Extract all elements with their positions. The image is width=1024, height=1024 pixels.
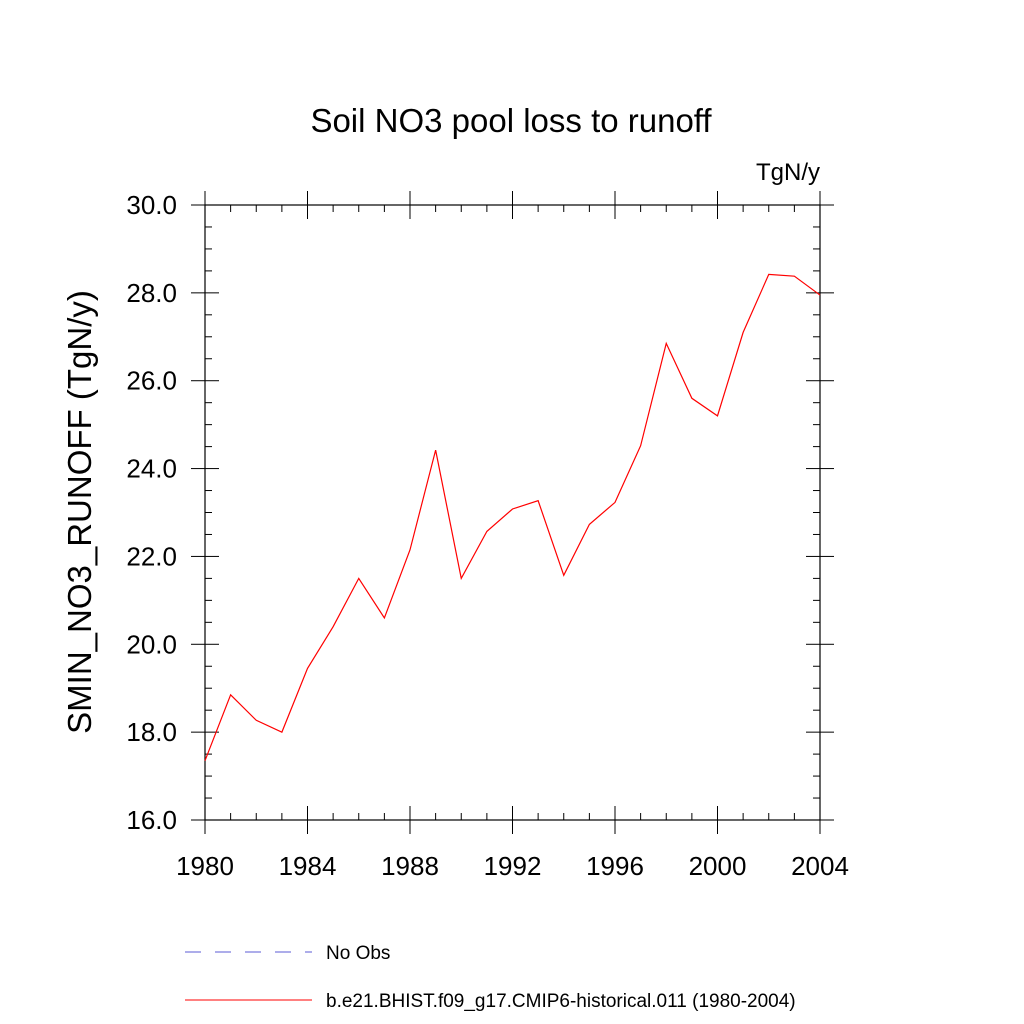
data-point [793,275,795,277]
data-point [204,759,206,761]
x-tick-label: 1988 [381,851,439,881]
x-tick-label: 2000 [689,851,747,881]
data-point [716,415,718,417]
y-tick-label: 30.0 [126,190,177,220]
data-point [229,694,231,696]
y-tick-label: 26.0 [126,366,177,396]
series-layer [204,273,821,761]
x-tick-label: 1992 [484,851,542,881]
data-point [768,273,770,275]
data-point [614,501,616,503]
data-point [819,294,821,296]
legend: No Obs b.e21.BHIST.f09_g17.CMIP6-historic… [185,943,796,1012]
data-point [460,577,462,579]
units-label: TgN/y [756,159,820,186]
x-tick-label: 1996 [586,851,644,881]
axis-ticks: 1980 1984 1988 1992 1996 2000 2004 16.0 18.0 20.0… [126,190,849,881]
data-point [332,626,334,628]
y-tick-label: 24.0 [126,454,177,484]
data-point [691,397,693,399]
data-point [358,577,360,579]
y-tick-label: 22.0 [126,541,177,571]
plot-frame [204,204,821,821]
data-point [486,530,488,532]
chart-title: Soil NO3 pool loss to runoff [310,102,712,139]
data-point [434,449,436,451]
y-tick-label: 16.0 [126,805,177,835]
data-point [409,549,411,551]
data-point [537,499,539,501]
data-point [639,445,641,447]
y-axis-label: SMIN_NO3_RUNOFF (TgN/y) [61,290,98,734]
data-point [563,574,565,576]
x-tick-label: 2004 [791,851,849,881]
legend-label: b.e21.BHIST.f09_g17.CMIP6-historical.011… [326,991,796,1012]
data-point [665,342,667,344]
data-point [511,508,513,510]
data-point [255,719,257,721]
data-point [588,523,590,525]
series-line [204,273,821,761]
x-tick-label: 1980 [176,851,234,881]
legend-label: No Obs [326,943,390,964]
data-point [742,331,744,333]
y-tick-label: 28.0 [126,278,177,308]
plot-axes [204,204,821,821]
data-point [306,667,308,669]
x-tick-label: 1984 [279,851,337,881]
y-tick-label: 20.0 [126,629,177,659]
data-point [281,731,283,733]
y-tick-label: 18.0 [126,717,177,747]
data-point [383,617,385,619]
